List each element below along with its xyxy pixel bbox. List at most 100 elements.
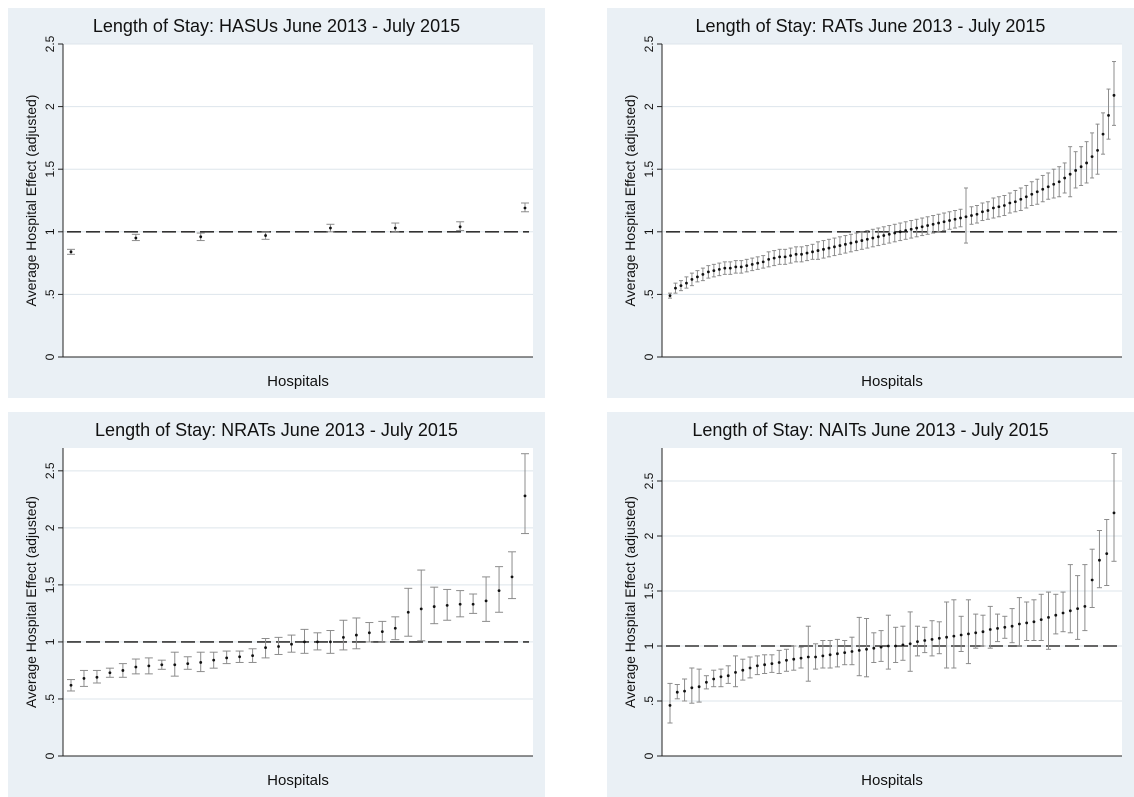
point-marker	[967, 632, 970, 636]
point-marker	[931, 222, 935, 226]
data-point	[747, 656, 753, 679]
data-point	[1082, 564, 1088, 632]
point-marker	[734, 265, 738, 269]
point-marker	[975, 212, 979, 216]
point-marker	[959, 216, 962, 220]
point-marker	[701, 272, 705, 276]
data-point	[958, 208, 963, 228]
y-tick-label: .5	[642, 289, 656, 299]
point-marker	[668, 294, 672, 298]
data-point	[300, 628, 309, 654]
data-point	[783, 248, 788, 265]
data-point	[769, 654, 775, 673]
y-tick-label: .5	[43, 289, 57, 299]
point-marker	[674, 286, 677, 290]
y-tick-label: 1.5	[642, 582, 656, 599]
chart-title: Length of Stay: NAITs June 2013 - July 2…	[692, 420, 1048, 440]
data-point	[936, 621, 942, 655]
data-point	[67, 679, 75, 692]
point-marker	[756, 261, 760, 265]
point-marker	[683, 689, 686, 693]
data-point	[326, 223, 335, 233]
data-point	[1035, 178, 1040, 205]
data-point	[170, 651, 179, 677]
y-axis-label: Average Hospital Effect (adjusted)	[622, 95, 638, 307]
point-marker	[212, 658, 216, 662]
point-marker	[1112, 511, 1116, 515]
point-marker	[854, 240, 858, 244]
data-point	[1007, 192, 1012, 214]
data-point	[1031, 599, 1037, 641]
point-marker	[704, 680, 708, 684]
point-marker	[948, 219, 951, 222]
y-tick-label: 2	[642, 532, 656, 539]
data-point	[67, 248, 75, 255]
data-point	[1068, 146, 1073, 198]
point-marker	[953, 217, 957, 221]
point-marker	[712, 677, 716, 681]
point-marker	[445, 604, 449, 607]
data-point	[788, 247, 793, 264]
data-point	[965, 599, 971, 665]
point-marker	[238, 655, 242, 659]
data-point	[684, 276, 689, 289]
point-marker	[1090, 578, 1094, 582]
point-marker	[510, 575, 514, 579]
point-marker	[799, 656, 803, 660]
point-marker	[915, 226, 919, 230]
point-marker	[908, 642, 912, 646]
data-point	[144, 657, 153, 675]
point-marker	[1079, 165, 1083, 169]
point-marker	[833, 245, 836, 249]
point-marker	[393, 626, 397, 630]
point-marker	[523, 206, 527, 210]
data-point	[973, 613, 979, 649]
data-point	[1024, 184, 1029, 209]
data-point	[706, 265, 711, 279]
point-marker	[1030, 192, 1034, 196]
data-point	[732, 655, 739, 688]
point-marker	[406, 610, 410, 614]
data-point	[740, 658, 746, 681]
data-point	[848, 233, 853, 253]
data-point	[456, 590, 465, 618]
point-marker	[930, 638, 934, 641]
point-marker	[199, 661, 203, 664]
point-marker	[734, 671, 737, 674]
data-point	[235, 650, 244, 663]
data-point	[1013, 189, 1018, 213]
data-point	[799, 246, 804, 263]
data-point	[157, 659, 166, 670]
data-point	[832, 237, 837, 257]
data-point	[674, 684, 680, 700]
point-marker	[697, 685, 701, 689]
data-point	[900, 625, 906, 661]
point-marker	[849, 241, 853, 245]
data-point	[863, 618, 870, 678]
point-marker	[981, 630, 985, 634]
point-marker	[147, 664, 151, 668]
point-marker	[952, 634, 956, 638]
point-marker	[712, 269, 716, 273]
data-point	[728, 261, 733, 275]
point-marker	[1010, 624, 1014, 628]
data-point	[682, 678, 688, 702]
data-point	[1018, 187, 1023, 212]
data-point	[791, 645, 797, 671]
data-point	[834, 638, 840, 668]
data-point	[696, 668, 702, 703]
data-point	[944, 601, 950, 669]
data-point	[711, 263, 716, 278]
point-marker	[772, 256, 776, 260]
point-marker	[1101, 132, 1105, 136]
point-marker	[750, 262, 754, 266]
point-marker	[997, 205, 1001, 209]
y-tick-label: 0	[642, 752, 656, 759]
data-point	[689, 667, 695, 704]
data-point	[980, 614, 986, 647]
data-point	[1024, 601, 1030, 641]
data-point	[209, 651, 218, 669]
data-point	[673, 282, 678, 294]
data-point	[1104, 519, 1110, 586]
y-tick-label: 0	[43, 353, 57, 360]
